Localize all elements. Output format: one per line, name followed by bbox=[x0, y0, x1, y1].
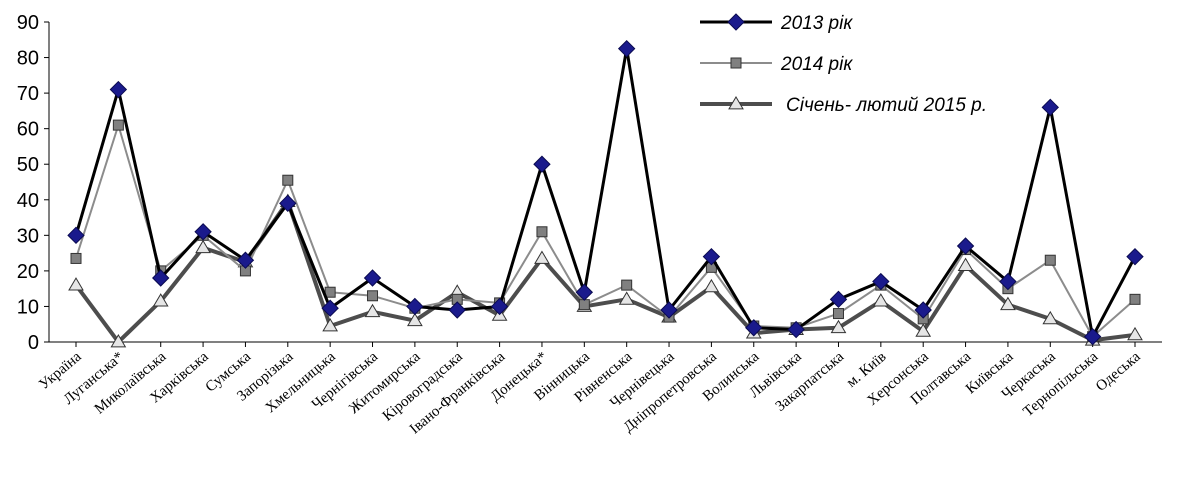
data-point bbox=[914, 301, 932, 319]
data-point bbox=[406, 297, 424, 316]
data-point bbox=[1127, 326, 1143, 341]
legend-entry: Січень- лютий 2015 р. bbox=[700, 95, 987, 116]
x-tick-label: Тернопільська bbox=[1020, 349, 1101, 421]
data-point bbox=[703, 278, 720, 293]
legend-marker bbox=[728, 96, 744, 110]
data-point bbox=[109, 80, 128, 99]
data-point bbox=[364, 303, 381, 318]
data-point bbox=[1083, 327, 1102, 346]
legend-entry: 2014 рік bbox=[700, 54, 853, 75]
y-tick-label: 70 bbox=[17, 83, 39, 105]
data-point bbox=[660, 301, 678, 319]
legend-marker bbox=[727, 13, 745, 31]
data-point bbox=[787, 320, 805, 339]
data-point bbox=[112, 119, 124, 131]
data-point bbox=[110, 334, 127, 348]
data-point bbox=[152, 293, 169, 307]
series-line bbox=[74, 47, 1137, 339]
data-point bbox=[872, 293, 889, 307]
data-point bbox=[872, 272, 890, 291]
data-point bbox=[1126, 247, 1144, 266]
data-point bbox=[618, 291, 635, 305]
data-point bbox=[279, 194, 297, 213]
series-line bbox=[75, 124, 1136, 338]
data-point bbox=[407, 312, 423, 327]
y-tick-label: 10 bbox=[17, 296, 39, 318]
data-point bbox=[536, 226, 548, 238]
data-point bbox=[1129, 293, 1141, 305]
data-point bbox=[829, 290, 848, 309]
legend: 2013 рік 2014 рік Січень- лютий 2015 р. bbox=[700, 13, 987, 116]
data-point bbox=[194, 223, 212, 241]
data-point bbox=[832, 308, 844, 320]
x-tick-label: Одеська bbox=[1093, 349, 1144, 395]
series-layer bbox=[67, 39, 1144, 348]
legend-label: Січень- лютий 2015 р. bbox=[786, 95, 987, 116]
data-point bbox=[321, 299, 339, 317]
data-point bbox=[363, 269, 382, 287]
series-1 bbox=[67, 39, 1144, 346]
series-line bbox=[74, 199, 1136, 344]
series-2 bbox=[70, 119, 1141, 343]
y-tick-label: 20 bbox=[17, 261, 39, 283]
data-point bbox=[195, 239, 211, 254]
data-point bbox=[533, 155, 551, 173]
data-point bbox=[702, 247, 721, 266]
y-tick-label: 50 bbox=[17, 154, 39, 176]
data-point bbox=[1000, 296, 1016, 311]
data-point bbox=[745, 319, 763, 337]
data-point bbox=[1044, 254, 1056, 266]
series-3 bbox=[68, 193, 1143, 348]
data-point bbox=[1042, 310, 1059, 325]
data-point bbox=[68, 277, 84, 291]
y-tick-label: 60 bbox=[17, 119, 39, 141]
data-point bbox=[1041, 98, 1059, 117]
data-point bbox=[534, 250, 550, 264]
data-point bbox=[490, 297, 509, 316]
data-point bbox=[999, 272, 1017, 291]
data-point bbox=[67, 226, 85, 245]
data-point bbox=[367, 290, 379, 302]
axes: 0102030405060708090УкраїнаЛуганська*Мико… bbox=[17, 12, 1162, 437]
y-tick-label: 90 bbox=[17, 12, 39, 34]
y-tick-label: 40 bbox=[17, 190, 39, 212]
data-point bbox=[578, 299, 590, 311]
legend-label: 2013 рік bbox=[780, 13, 853, 34]
data-point bbox=[575, 283, 594, 301]
data-point bbox=[70, 252, 82, 264]
data-point bbox=[236, 251, 255, 269]
legend-entry: 2013 рік bbox=[700, 13, 853, 34]
y-tick-label: 0 bbox=[28, 332, 39, 354]
data-point bbox=[621, 279, 633, 291]
y-tick-label: 30 bbox=[17, 225, 39, 247]
data-point bbox=[830, 319, 847, 334]
data-point bbox=[915, 323, 932, 337]
y-tick-label: 80 bbox=[17, 48, 39, 70]
data-point bbox=[956, 237, 975, 255]
legend-marker bbox=[730, 57, 742, 69]
data-point bbox=[152, 269, 170, 287]
data-point bbox=[322, 318, 339, 332]
data-point bbox=[617, 39, 636, 58]
legend-label: 2014 рік bbox=[780, 54, 853, 75]
data-point bbox=[957, 257, 974, 271]
data-point bbox=[282, 174, 294, 186]
data-point bbox=[448, 301, 466, 319]
